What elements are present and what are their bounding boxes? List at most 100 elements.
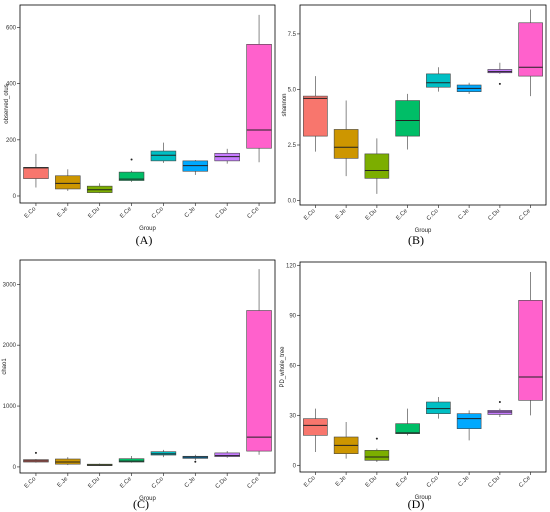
- x-axis-title: Group: [139, 496, 156, 502]
- x-tick-label: C.Je: [458, 475, 471, 488]
- box-e-ce: [395, 408, 420, 436]
- x-tick-label: E.Je: [335, 208, 348, 221]
- y-tick-label: 0: [293, 463, 297, 469]
- x-tick-label: E.Ce: [395, 208, 409, 222]
- box-iqr: [395, 423, 420, 434]
- box-iqr: [364, 450, 390, 461]
- box-c-co: [426, 67, 451, 92]
- x-tick-label: E.Du: [365, 208, 379, 222]
- x-tick-label: E.Du: [365, 475, 379, 489]
- box-iqr: [246, 310, 272, 452]
- x-tick-label: E.Ce: [119, 206, 133, 220]
- y-tick-label: 0.0: [288, 199, 297, 205]
- outlier-point: [130, 158, 133, 161]
- box-e-ce: [118, 158, 145, 182]
- outlier-point: [498, 82, 501, 85]
- x-tick-label: C.Co: [426, 475, 440, 489]
- x-tick-label: E.Co: [303, 208, 317, 222]
- box-e-je: [55, 457, 81, 466]
- box-e-du: [86, 463, 113, 467]
- y-tick-label: 120: [286, 263, 297, 269]
- x-tick-label: C.Co: [151, 476, 165, 490]
- panel-c: 0 1000 2000 3000 E.Co E.Je E.Du E.Ce C.Co C.Je C.D…: [2, 259, 276, 511]
- panel-label: (D): [408, 497, 425, 511]
- y-tick-label: 200: [6, 138, 17, 144]
- panel-b: 0.0 2.5 5.0 7.5 E.Co E.Je E.Du E.Ce C.Co C.Je C.Du…: [282, 4, 547, 247]
- box-e-du: [364, 138, 390, 194]
- x-tick-label: E.Du: [87, 476, 101, 490]
- box-iqr: [395, 100, 420, 137]
- box-iqr: [118, 171, 145, 181]
- y-axis-title: PD_whole_tree: [280, 346, 286, 388]
- box-iqr: [518, 22, 543, 77]
- y-axis-title: chao1: [2, 358, 8, 375]
- box-iqr: [456, 413, 482, 429]
- x-tick-label: C.Du: [487, 475, 501, 489]
- x-tick-label: C.Je: [458, 208, 471, 221]
- x-tick-label: E.Ce: [395, 475, 409, 489]
- box-e-co: [23, 153, 49, 188]
- y-tick-label: 2000: [3, 343, 17, 349]
- x-tick-label: C.Ce: [247, 206, 261, 220]
- box-iqr: [55, 175, 81, 190]
- x-tick-label: C.Du: [215, 206, 229, 220]
- x-tick-label: C.Ce: [247, 476, 261, 490]
- box-iqr: [118, 458, 145, 463]
- y-tick-label: 0: [13, 194, 17, 200]
- box-c-du: [214, 148, 240, 164]
- box-iqr: [23, 167, 49, 179]
- x-axis-title: Group: [415, 495, 432, 501]
- box-c-je: [182, 160, 209, 175]
- y-tick-label: 600: [6, 25, 17, 31]
- box-iqr: [426, 73, 451, 88]
- box-c-je: [182, 454, 209, 463]
- x-tick-label: E.Co: [24, 206, 38, 220]
- x-tick-label: E.Du: [87, 206, 101, 220]
- box-c-je: [456, 82, 482, 94]
- box-iqr: [333, 129, 359, 159]
- outlier-point: [194, 460, 197, 463]
- box-e-co: [23, 451, 49, 463]
- x-tick-label: E.Je: [56, 206, 69, 219]
- x-axis-title: Group: [415, 228, 432, 234]
- y-axis-title: observed_otus: [4, 84, 10, 123]
- plot-frame: [19, 4, 276, 204]
- x-tick-label: C.Du: [215, 476, 229, 490]
- y-tick-label: 1000: [3, 404, 17, 410]
- y-tick-label: 90: [289, 313, 296, 319]
- x-tick-label: C.Ce: [518, 475, 532, 489]
- box-c-ce: [246, 14, 272, 163]
- outlier-point: [34, 451, 37, 454]
- x-tick-label: E.Co: [24, 476, 38, 490]
- box-e-je: [333, 422, 359, 459]
- box-c-du: [487, 401, 513, 417]
- y-tick-label: 0: [13, 465, 17, 471]
- box-e-ce: [118, 455, 145, 463]
- panel-label: (A): [136, 233, 153, 247]
- x-tick-label: C.Ce: [518, 208, 532, 222]
- x-tick-label: C.Co: [426, 208, 440, 222]
- x-tick-label: E.Je: [56, 476, 69, 489]
- box-iqr: [214, 452, 240, 457]
- box-c-ce: [518, 272, 543, 416]
- box-e-du: [86, 183, 113, 194]
- box-iqr: [303, 95, 328, 137]
- box-iqr: [518, 300, 543, 401]
- outlier-point: [375, 437, 378, 440]
- box-e-je: [333, 100, 359, 177]
- x-tick-label: E.Je: [335, 475, 348, 488]
- y-tick-label: 5.0: [288, 87, 297, 93]
- x-tick-label: E.Co: [303, 475, 317, 489]
- y-tick-label: 7.5: [288, 32, 297, 38]
- x-axis-title: Group: [139, 226, 156, 232]
- x-tick-label: C.Co: [151, 206, 165, 220]
- plot-frame: [19, 259, 276, 474]
- panel-label: (B): [408, 233, 424, 247]
- panel-label: (C): [133, 497, 149, 511]
- box-c-du: [487, 62, 513, 85]
- box-c-je: [456, 410, 482, 441]
- box-iqr: [364, 153, 390, 179]
- box-e-je: [55, 169, 81, 191]
- x-tick-label: C.Du: [487, 208, 501, 222]
